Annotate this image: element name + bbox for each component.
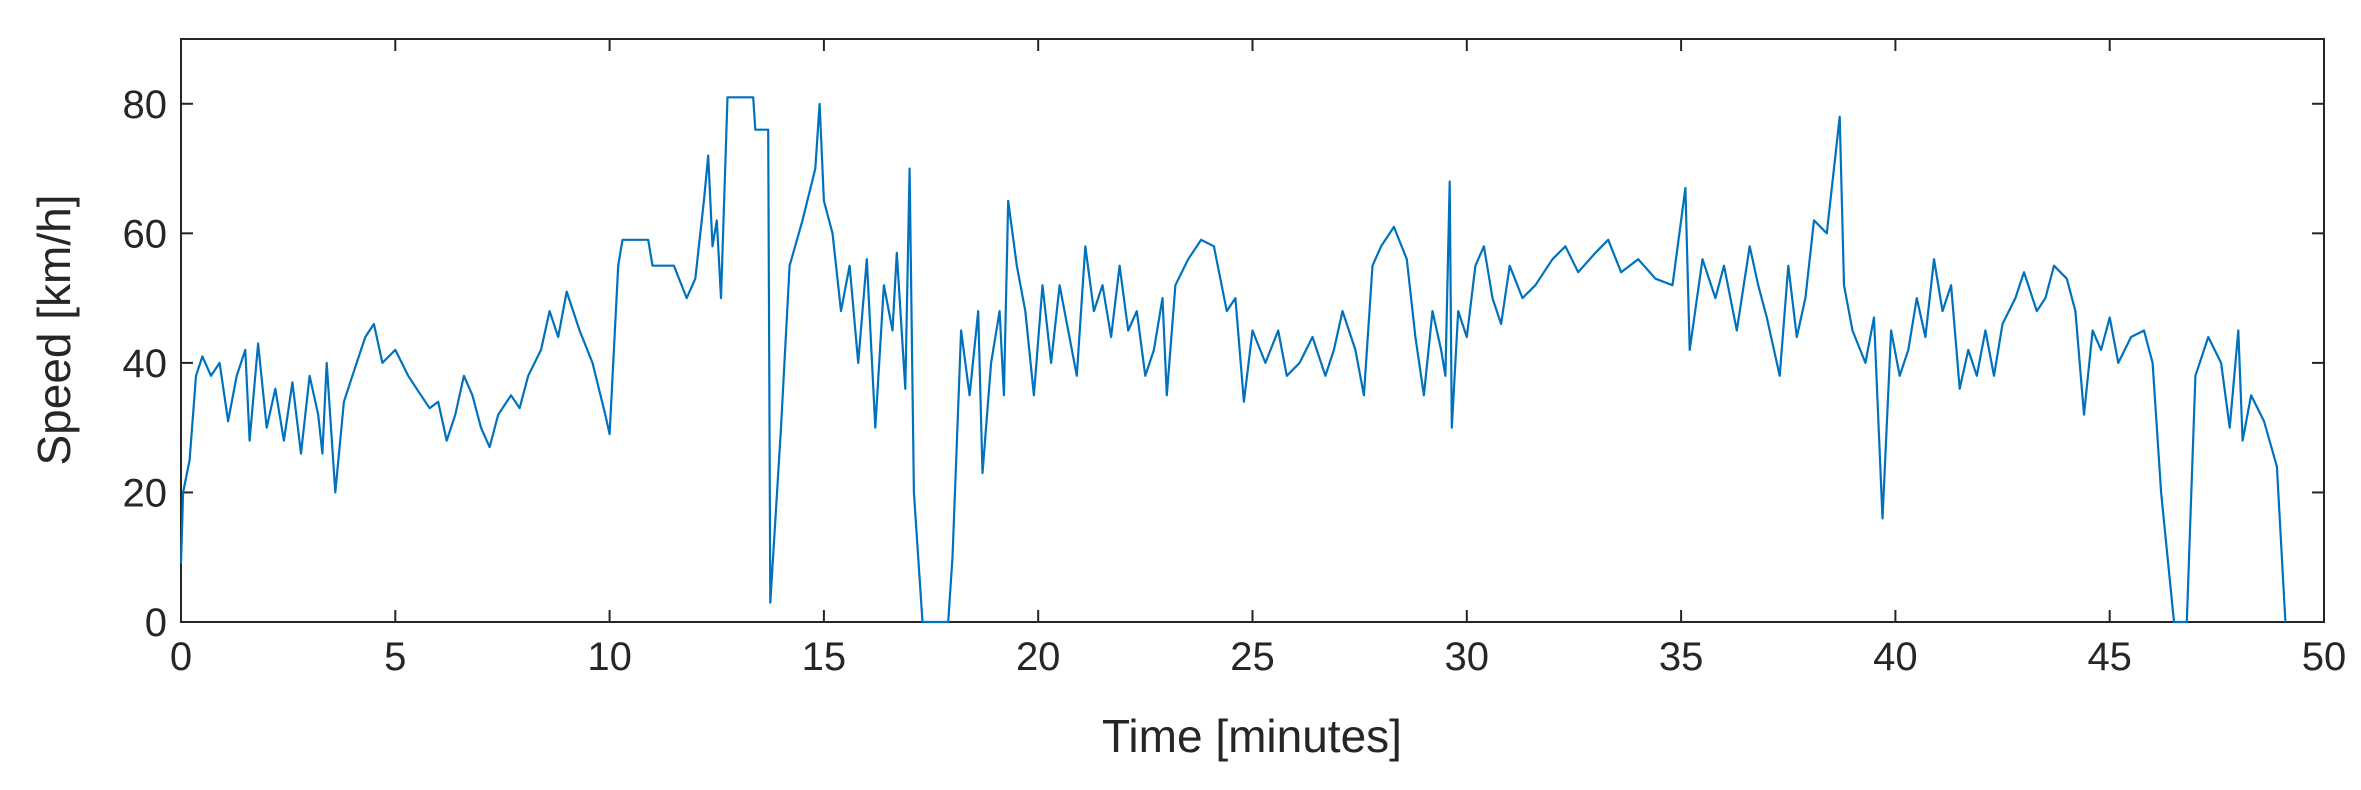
speed-line [179, 96, 2287, 624]
x-tick-label: 25 [1230, 635, 1275, 679]
x-axis-label: Time [minutes] [1102, 710, 1402, 762]
y-axis-label: Speed [km/h] [28, 194, 80, 465]
x-tick-label: 0 [170, 635, 192, 679]
y-tick-label: 60 [123, 212, 168, 256]
y-tick-label: 20 [123, 471, 168, 515]
y-tick-label: 0 [145, 601, 167, 645]
y-tick-label: 40 [123, 342, 168, 386]
x-tick-label: 5 [384, 635, 406, 679]
y-tick-label: 80 [123, 83, 168, 127]
x-tick-label: 30 [1445, 635, 1490, 679]
x-tick-label: 50 [2302, 635, 2347, 679]
x-tick-label: 15 [802, 635, 847, 679]
x-tick-label: 35 [1659, 635, 1704, 679]
x-tick-label: 40 [1873, 635, 1918, 679]
x-tick-label: 45 [2087, 635, 2132, 679]
x-tick-label: 20 [1016, 635, 1061, 679]
x-tick-label: 10 [587, 635, 632, 679]
